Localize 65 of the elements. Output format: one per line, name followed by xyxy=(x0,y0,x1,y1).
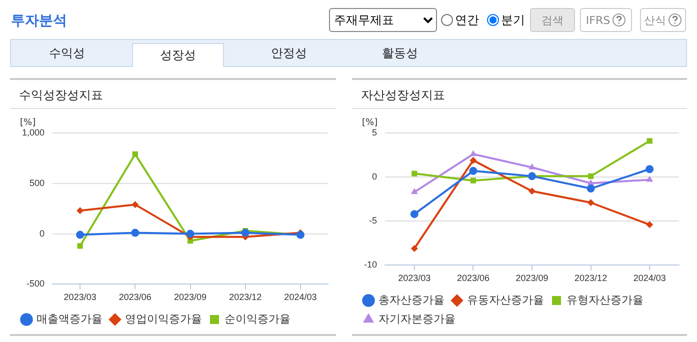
text: 주재무제표 xyxy=(329,8,437,32)
legend-label: 총자산증가율 xyxy=(378,293,444,306)
text: IFRS xyxy=(580,8,632,32)
legend-label: 영업이익증가율 xyxy=(125,312,202,326)
point xyxy=(412,170,418,176)
y-tick-label: -500 xyxy=(26,278,45,289)
text: 안정성 xyxy=(270,45,308,62)
point xyxy=(646,176,654,182)
point xyxy=(588,173,594,180)
point xyxy=(241,228,250,237)
y-tick-label: 0 xyxy=(372,172,378,182)
point xyxy=(410,188,418,194)
y-axis-title: [%] xyxy=(20,118,36,128)
point xyxy=(76,230,84,239)
point xyxy=(646,221,654,228)
text: 수익성 xyxy=(48,45,86,62)
point xyxy=(646,138,652,144)
point xyxy=(132,201,139,208)
text: 성장성 xyxy=(132,43,224,67)
y-tick-label: 0 xyxy=(40,228,45,238)
point xyxy=(132,151,138,157)
x-tick-label: 2023/09 xyxy=(174,292,207,302)
text: 투자분석 xyxy=(11,12,67,30)
point xyxy=(77,243,83,249)
x-tick-label: 2024/03 xyxy=(284,292,317,302)
chart-title: 자산성장성지표 xyxy=(352,80,687,109)
text: 연간 xyxy=(454,12,479,28)
x-tick-label: 2023/12 xyxy=(574,273,608,284)
point xyxy=(528,163,536,170)
legend-label: 유동자산증가율 xyxy=(467,293,544,306)
x-tick-label: 2023/12 xyxy=(229,292,262,302)
text: 활동성 xyxy=(381,45,419,62)
text: 검색 xyxy=(530,8,575,32)
point xyxy=(586,184,595,193)
y-tick-label: 1,000 xyxy=(22,127,45,138)
legend-label: 매출액증가율 xyxy=(36,312,102,326)
point xyxy=(410,244,418,252)
point xyxy=(470,150,477,156)
point xyxy=(186,230,194,238)
chart-title: 수익성장성지표 xyxy=(10,80,336,109)
y-tick-label: 5 xyxy=(372,127,378,138)
point xyxy=(470,156,477,164)
y-tick-label: 500 xyxy=(29,178,45,188)
point xyxy=(470,178,476,184)
x-tick-label: 2023/06 xyxy=(456,273,490,284)
point xyxy=(646,165,654,174)
point xyxy=(528,188,536,195)
point xyxy=(131,228,140,237)
legend-label: 유형자산증가율 xyxy=(566,293,644,306)
text: 산식 xyxy=(640,8,686,32)
point xyxy=(469,166,478,175)
x-tick-label: 2023/06 xyxy=(118,292,152,302)
x-tick-label: 2023/09 xyxy=(516,273,548,284)
x-tick-label: 2024/03 xyxy=(633,273,666,284)
x-tick-label: 2023/03 xyxy=(398,273,431,284)
y-tick-label: -10 xyxy=(364,260,378,270)
y-tick-label: -5 xyxy=(368,216,378,226)
text: 분기 xyxy=(500,12,525,28)
legend-label: 순이익증가율 xyxy=(224,312,290,326)
point xyxy=(76,207,84,214)
legend-label: 자기자본증가율 xyxy=(378,312,456,326)
point xyxy=(410,210,418,218)
point xyxy=(587,199,594,206)
y-axis-title: [%] xyxy=(362,118,378,128)
x-tick-label: 2023/03 xyxy=(64,292,96,302)
